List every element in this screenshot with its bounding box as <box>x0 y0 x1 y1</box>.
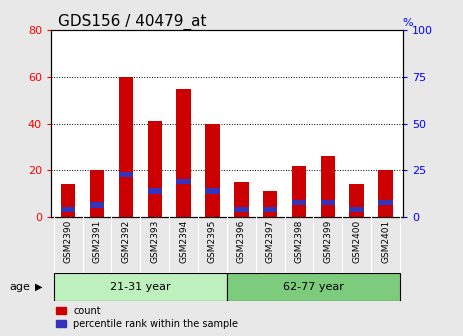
Bar <box>176 89 191 217</box>
Text: GSM2397: GSM2397 <box>266 220 275 263</box>
Bar <box>292 166 306 217</box>
Text: GDS156 / 40479_at: GDS156 / 40479_at <box>58 14 206 30</box>
Text: %: % <box>403 18 413 28</box>
Bar <box>176 179 191 184</box>
Bar <box>378 170 393 217</box>
Text: GSM2398: GSM2398 <box>294 220 303 263</box>
Bar <box>205 188 219 194</box>
Text: 21-31 year: 21-31 year <box>110 282 171 292</box>
Text: 62-77 year: 62-77 year <box>283 282 344 292</box>
Bar <box>378 200 393 205</box>
Bar <box>320 156 335 217</box>
Bar <box>234 207 249 212</box>
Text: GSM2392: GSM2392 <box>121 220 131 263</box>
Text: GSM2395: GSM2395 <box>208 220 217 263</box>
Text: GSM2391: GSM2391 <box>93 220 101 263</box>
Bar <box>234 182 249 217</box>
Bar <box>61 207 75 212</box>
Bar <box>148 188 162 194</box>
Text: GSM2400: GSM2400 <box>352 220 361 263</box>
Bar <box>61 184 75 217</box>
Bar <box>320 200 335 205</box>
Text: GSM2394: GSM2394 <box>179 220 188 263</box>
Text: GSM2390: GSM2390 <box>64 220 73 263</box>
Bar <box>263 207 277 212</box>
Bar <box>90 202 104 208</box>
Text: age: age <box>9 282 30 292</box>
Text: GSM2396: GSM2396 <box>237 220 246 263</box>
Text: GSM2393: GSM2393 <box>150 220 159 263</box>
Bar <box>292 200 306 205</box>
Bar <box>90 170 104 217</box>
Bar <box>350 207 364 212</box>
FancyBboxPatch shape <box>227 273 400 301</box>
Bar <box>350 184 364 217</box>
Bar <box>119 172 133 177</box>
Bar <box>263 192 277 217</box>
Bar <box>148 121 162 217</box>
Legend: count, percentile rank within the sample: count, percentile rank within the sample <box>56 306 238 329</box>
Text: GSM2399: GSM2399 <box>323 220 332 263</box>
Text: GSM2401: GSM2401 <box>381 220 390 263</box>
Bar <box>205 124 219 217</box>
Text: ▶: ▶ <box>35 282 42 292</box>
FancyBboxPatch shape <box>54 273 227 301</box>
Bar <box>119 77 133 217</box>
